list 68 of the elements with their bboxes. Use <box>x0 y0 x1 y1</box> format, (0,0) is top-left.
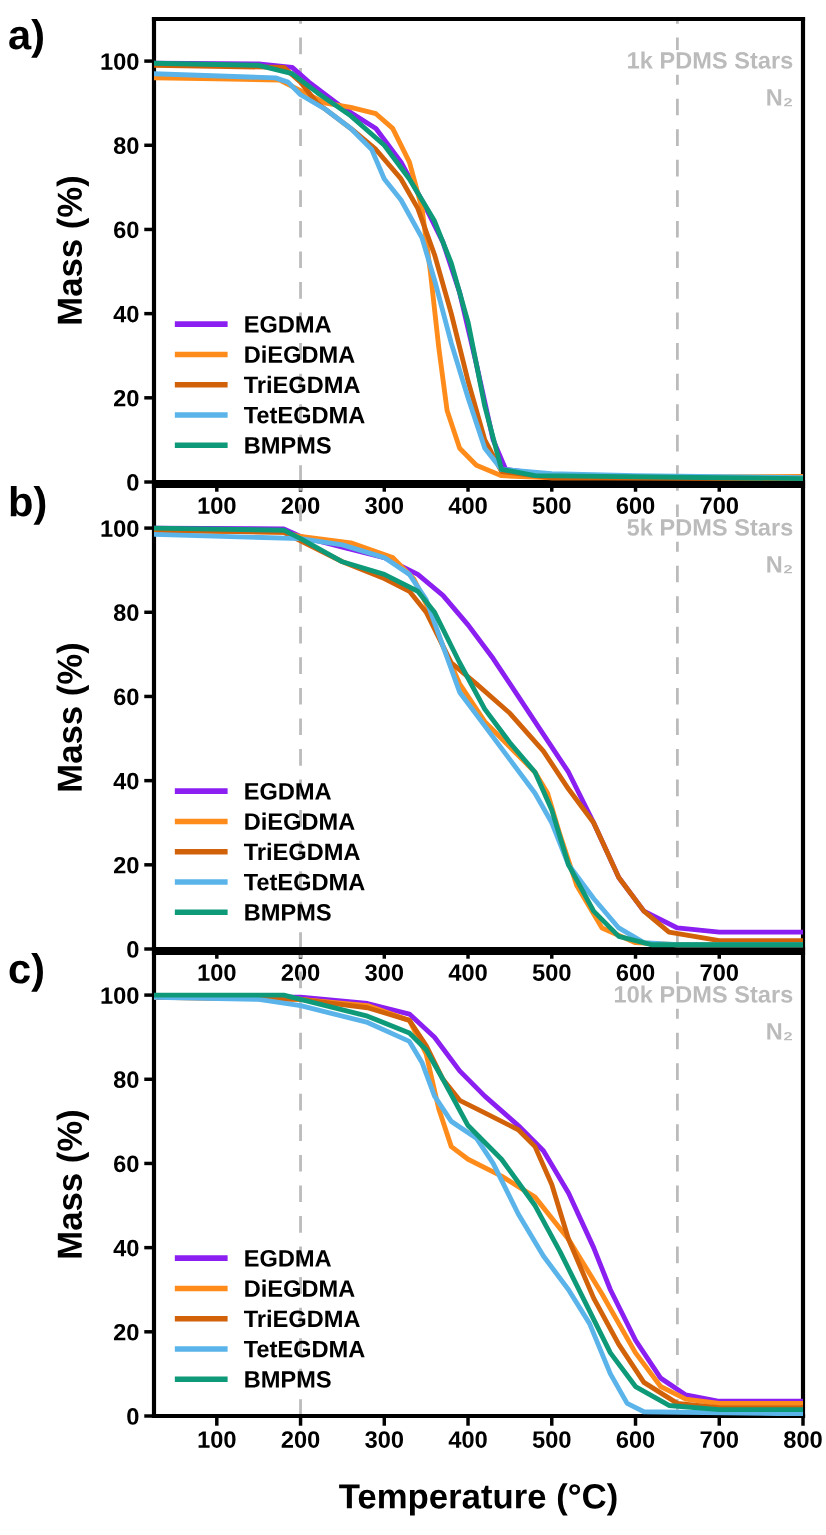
x-tick-label: 500 <box>532 497 571 514</box>
legend-label: EGDMA <box>245 315 331 333</box>
x-tick-label: 500 <box>532 964 571 981</box>
x-tick-label: 200 <box>281 964 320 981</box>
y-tick-label: 100 <box>101 520 139 537</box>
chart-title: b) <box>10 486 46 525</box>
legend-label: DiEGDMA <box>245 345 355 363</box>
x-tick-label: 100 <box>198 964 236 981</box>
x-tick-label: 600 <box>616 964 655 981</box>
x-tick-label: 700 <box>700 1431 738 1448</box>
x-tick-label: 300 <box>365 1431 404 1448</box>
annotation: N₂ <box>767 556 793 574</box>
y-axis-title: Mass (%) <box>56 176 89 324</box>
y-tick-label: 100 <box>101 987 139 1004</box>
annotation: N₂ <box>767 89 793 107</box>
y-tick-label: 60 <box>114 1155 139 1173</box>
x-tick-label: 200 <box>281 1431 320 1448</box>
x-tick-label: 700 <box>700 964 738 981</box>
x-tick-label: 400 <box>448 964 487 981</box>
x-tick-label: 800 <box>784 1431 822 1448</box>
legend-label: TriEGDMA <box>243 842 360 861</box>
y-axis-title: Mass (%) <box>56 643 89 791</box>
y-tick-label: 80 <box>113 137 139 155</box>
annotation: 1k PDMS Stars <box>628 51 793 69</box>
y-tick-label: 0 <box>127 941 139 958</box>
x-tick-label: 200 <box>281 497 320 514</box>
x-tick-label: 600 <box>616 497 655 514</box>
legend-label: BMPMS <box>245 437 331 454</box>
chart-title: a) <box>9 19 43 58</box>
chart-title: c) <box>9 953 43 992</box>
legend-label: TetEGDMA <box>243 406 365 424</box>
x-tick-label: 300 <box>365 497 404 514</box>
y-tick-label: 60 <box>114 688 139 706</box>
legend-label: EGDMA <box>245 1249 331 1267</box>
legend-label: BMPMS <box>245 1371 331 1388</box>
x-tick-label: 100 <box>198 1431 236 1448</box>
legend-label: TriEGDMA <box>243 375 360 394</box>
y-tick-label: 60 <box>114 221 139 239</box>
y-tick-label: 0 <box>127 1408 139 1425</box>
x-tick-label: 100 <box>198 497 236 514</box>
x-tick-label: 300 <box>365 964 404 981</box>
y-axis-title: Mass (%) <box>56 1110 89 1258</box>
y-tick-label: 0 <box>127 474 139 491</box>
y-tick-label: 80 <box>113 604 139 622</box>
legend-label: TetEGDMA <box>243 873 365 891</box>
legend-label: BMPMS <box>245 904 331 921</box>
x-tick-label: 600 <box>616 1431 655 1448</box>
legend-label: TriEGDMA <box>243 1309 360 1328</box>
x-tick-label: 500 <box>532 1431 571 1448</box>
annotation: 5k PDMS Stars <box>627 518 793 536</box>
x-axis-title: Temperature (°C) <box>339 1483 617 1516</box>
x-tick-label: 700 <box>700 497 738 514</box>
legend-label: DiEGDMA <box>245 1279 355 1297</box>
legend-label: TetEGDMA <box>243 1340 365 1358</box>
legend-label: EGDMA <box>245 782 331 800</box>
x-tick-label: 400 <box>448 1431 487 1448</box>
y-tick-label: 40 <box>113 305 139 323</box>
y-tick-label: 80 <box>113 1071 139 1089</box>
y-tick-label: 100 <box>101 53 139 70</box>
y-tick-label: 40 <box>113 772 139 790</box>
x-tick-label: 400 <box>448 497 487 514</box>
annotation: N₂ <box>767 1023 793 1041</box>
y-tick-label: 20 <box>113 389 139 407</box>
y-tick-label: 40 <box>113 1239 139 1257</box>
legend-label: DiEGDMA <box>245 812 355 830</box>
y-tick-label: 20 <box>113 856 139 874</box>
y-tick-label: 20 <box>113 1323 139 1341</box>
annotation: 10k PDMS Stars <box>614 985 793 1003</box>
